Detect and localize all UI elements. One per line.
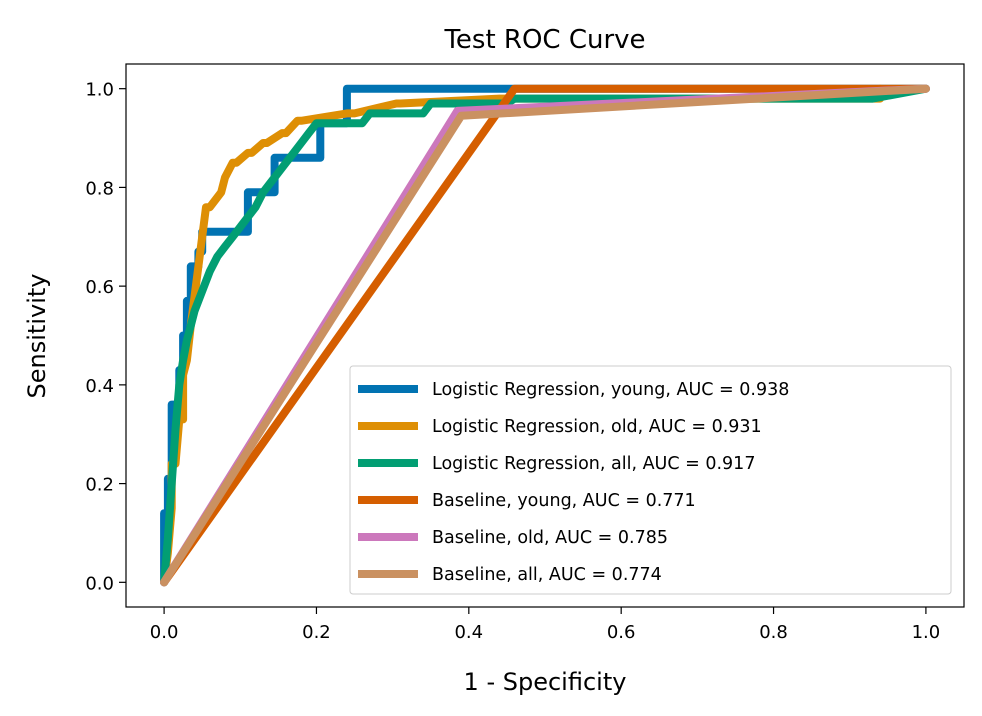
series-line-1	[160, 84, 885, 587]
x-tick-label: 0.8	[759, 622, 788, 643]
y-tick-label: 0.6	[85, 277, 114, 298]
plot-frame	[125, 63, 965, 608]
chart-title: Test ROC Curve	[443, 25, 645, 55]
y-tick-label: 0.0	[85, 573, 114, 594]
legend-label: Baseline, young, AUC = 0.771	[432, 491, 696, 511]
plot-lines	[160, 84, 930, 587]
legend: Logistic Regression, young, AUC = 0.938 L…	[349, 365, 952, 595]
x-tick-label: 1.0	[912, 622, 941, 643]
y-tick-label: 1.0	[85, 80, 114, 101]
legend-label: Baseline, old, AUC = 0.785	[432, 528, 668, 548]
series-line-2	[160, 84, 930, 587]
legend-label: Baseline, all, AUC = 0.774	[432, 565, 662, 585]
y-axis-ticks: 0.0 0.2 0.4 0.6 0.8 1.0	[85, 80, 126, 594]
y-tick-label: 0.2	[85, 475, 114, 496]
y-tick-label: 0.4	[85, 376, 114, 397]
x-tick-label: 0.6	[607, 622, 636, 643]
y-tick-label: 0.8	[85, 178, 114, 199]
legend-label: Logistic Regression, young, AUC = 0.938	[432, 380, 789, 400]
y-axis-label: Sensitivity	[23, 274, 51, 399]
legend-label: Logistic Regression, old, AUC = 0.931	[432, 417, 762, 437]
x-tick-label: 0.0	[150, 622, 179, 643]
x-tick-label: 0.2	[302, 622, 331, 643]
series-line-5	[160, 84, 930, 587]
series-line-3	[160, 84, 930, 587]
legend-label: Logistic Regression, all, AUC = 0.917	[432, 454, 755, 474]
x-axis-ticks: 0.0 0.2 0.4 0.6 0.8 1.0	[150, 607, 940, 643]
legend-box	[349, 365, 952, 595]
x-tick-label: 0.4	[454, 622, 483, 643]
x-axis-label: 1 - Specificity	[464, 668, 627, 696]
